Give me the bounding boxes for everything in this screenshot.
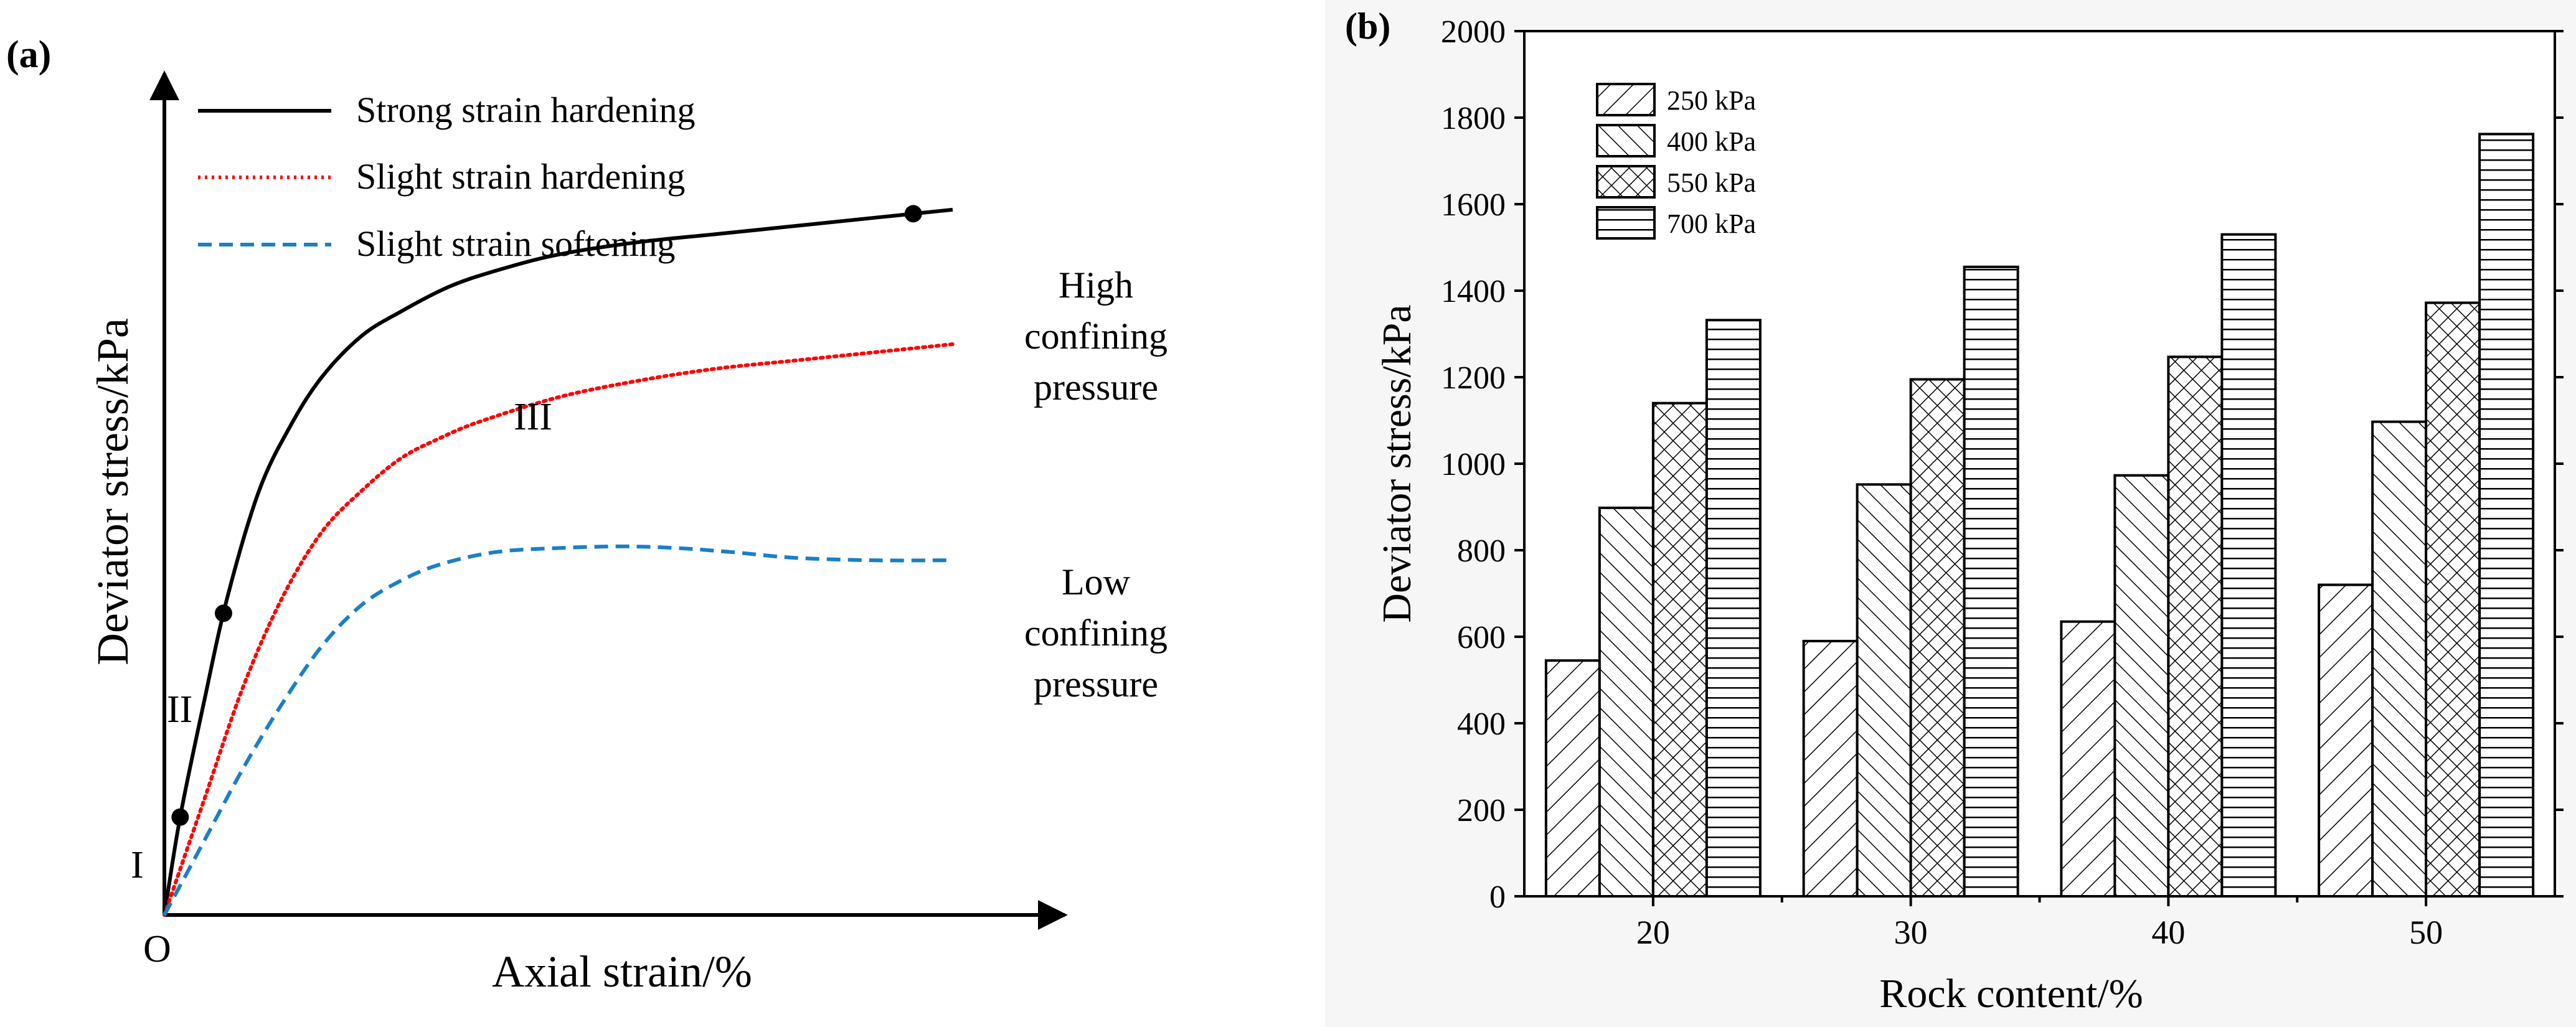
annotation-high-confining-pressure: High confining pressure <box>1024 265 1168 408</box>
stage-label-iii: III <box>514 396 552 438</box>
stage-point-marker-1 <box>171 808 189 826</box>
stage-point-marker-2 <box>214 604 232 622</box>
legend-label-strong-hardening: Strong strain hardening <box>356 90 695 130</box>
annotation-high-line1: High <box>1059 265 1133 306</box>
x-tick-label: 30 <box>1894 914 1928 951</box>
panel-b-y-axis-title: Deviator stress/kPa <box>1374 304 1420 622</box>
legend-label-slight-hardening: Slight strain hardening <box>356 156 685 197</box>
panel-a-x-axis-title: Axial strain/% <box>492 947 752 997</box>
y-tick-label: 1200 <box>1441 360 1506 396</box>
bar-50-700-kPa <box>2478 133 2535 898</box>
panel-a-origin-label: O <box>143 928 171 970</box>
y-tick-label: 1600 <box>1441 187 1506 223</box>
curve-slight-strain-hardening <box>163 342 955 917</box>
bar-40-400-kPa <box>2113 474 2170 898</box>
panel-b-legend: 250 kPa 400 kPa 550 kPa 700 kPa <box>1596 83 1756 240</box>
annotation-high-line2: confining <box>1024 316 1168 357</box>
y-tick-label: 1400 <box>1441 274 1506 309</box>
y-tick-label: 600 <box>1457 620 1506 655</box>
y-tick-label: 2000 <box>1441 14 1506 50</box>
y-tick-label: 0 <box>1489 879 1506 915</box>
annotation-low-line3: pressure <box>1034 664 1158 705</box>
legend-label-400-kPa: 400 kPa <box>1667 126 1756 157</box>
panel-a-curves <box>163 207 955 917</box>
legend-label-slight-softening: Slight strain softening <box>356 223 675 264</box>
panel-a-line-chart: (a) O Axial strain/% Deviator stress/kPa… <box>6 34 1168 997</box>
x-tick-label: 20 <box>1636 914 1670 951</box>
annotation-low-line2: confining <box>1024 612 1168 654</box>
bar-30-700-kPa <box>1963 265 2019 898</box>
curve-strong-strain-hardening <box>163 207 953 916</box>
panel-a-y-axis-title: Deviator stress/kPa <box>88 318 138 665</box>
y-tick-label: 1000 <box>1441 447 1506 482</box>
panel-b-x-ticks: 20 30 40 50 <box>1636 896 2443 951</box>
y-tick-label: 800 <box>1457 533 1506 569</box>
bar-20-400-kPa <box>1598 506 1654 898</box>
panel-b-bar-chart: (b) 0 200 400 600 800 1000 1200 1400 1600 1800 200… <box>1325 0 2576 1027</box>
bar-30-400-kPa <box>1856 483 1912 898</box>
legend-label-250-kPa: 250 kPa <box>1667 85 1756 116</box>
annotation-low-line1: Low <box>1062 561 1131 603</box>
legend-label-700-kPa: 700 kPa <box>1667 209 1756 239</box>
panel-a-markers <box>171 205 922 826</box>
stage-point-marker-3 <box>904 205 922 223</box>
y-tick-label: 1800 <box>1441 101 1506 136</box>
legend-swatch-250-kPa <box>1596 83 1656 116</box>
bar-40-250-kPa <box>2060 620 2116 898</box>
bar-40-550-kPa <box>2167 355 2224 898</box>
bar-40-700-kPa <box>2220 233 2277 898</box>
panel-a-legend: Strong strain hardening Slight strain ha… <box>198 90 695 264</box>
panel-b-y-ticks: 0 200 400 600 800 1000 1200 1400 1600 1800 2000 <box>1441 14 2564 915</box>
bar-20-250-kPa <box>1544 659 1601 898</box>
stage-label-ii: II <box>167 688 192 731</box>
annotation-high-line3: pressure <box>1034 367 1158 408</box>
curve-slight-strain-softening <box>163 544 953 916</box>
legend-swatch-550-kPa <box>1596 165 1656 199</box>
bar-50-550-kPa <box>2425 301 2481 898</box>
x-tick-label: 50 <box>2409 914 2443 951</box>
y-tick-label: 400 <box>1457 706 1506 742</box>
panel-b-bars <box>1544 133 2535 898</box>
panel-b-x-axis-title: Rock content/% <box>1879 971 2143 1016</box>
legend-label-550-kPa: 550 kPa <box>1667 167 1756 198</box>
y-tick-label: 200 <box>1457 793 1506 828</box>
stage-label-i: I <box>131 844 144 886</box>
bar-50-400-kPa <box>2371 420 2428 898</box>
bar-20-550-kPa <box>1651 401 1708 898</box>
x-tick-label: 40 <box>2151 914 2185 951</box>
bar-20-700-kPa <box>1705 319 1762 898</box>
bar-30-550-kPa <box>1909 378 1966 898</box>
panel-b-label: (b) <box>1345 6 1390 47</box>
bar-30-250-kPa <box>1802 639 1859 898</box>
annotation-low-confining-pressure: Low confining pressure <box>1024 561 1168 705</box>
panel-a-label: (a) <box>6 34 51 76</box>
bar-50-250-kPa <box>2318 583 2374 898</box>
legend-swatch-700-kPa <box>1596 206 1656 240</box>
legend-swatch-400-kPa <box>1596 124 1656 157</box>
